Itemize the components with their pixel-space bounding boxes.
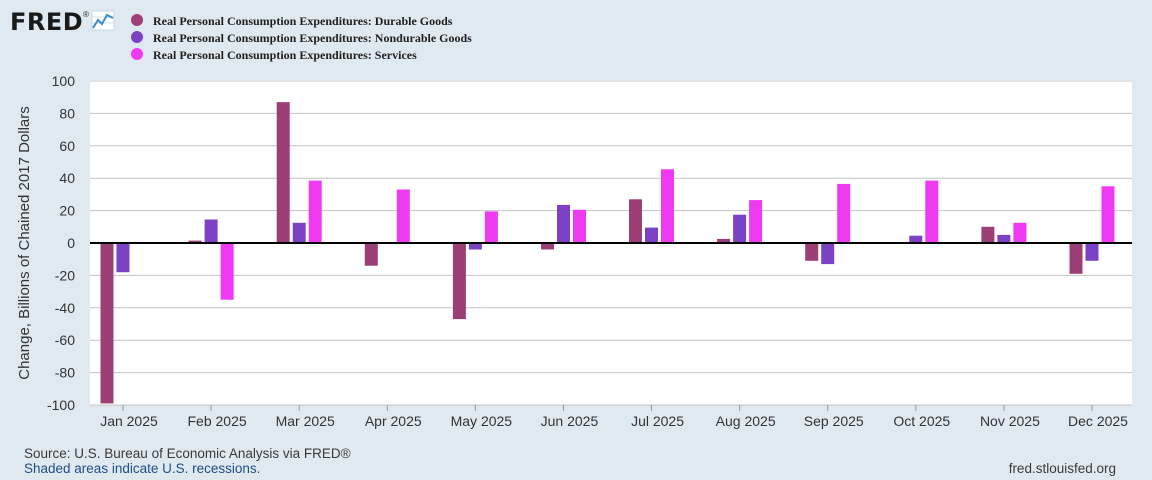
site-link[interactable]: fred.stlouisfed.org: [1009, 461, 1116, 476]
bar: [188, 240, 202, 243]
bar: [717, 238, 731, 243]
x-tick-label: Jun 2025: [541, 413, 599, 429]
bar: [292, 222, 306, 244]
x-tick-label: Nov 2025: [980, 413, 1040, 429]
gridlines: [90, 80, 1132, 406]
bar: [396, 189, 410, 243]
bar: [220, 243, 234, 300]
legend-marker-services: [131, 48, 143, 60]
x-tick-label: Apr 2025: [365, 413, 422, 429]
legend: Real Personal Consumption Expenditures: …: [131, 14, 472, 62]
bar: [837, 183, 851, 243]
y-tick-label: -40: [55, 300, 75, 316]
y-tick-label: 20: [59, 203, 75, 219]
bar: [925, 180, 939, 243]
bar: [116, 243, 130, 273]
bars: [100, 102, 1115, 404]
x-tick-label: Jul 2025: [631, 413, 684, 429]
x-tick-label: Oct 2025: [893, 413, 950, 429]
x-tick-label: Aug 2025: [716, 413, 776, 429]
bar: [541, 243, 554, 250]
bar: [981, 226, 995, 243]
legend-marker-nondurable-goods: [131, 31, 143, 43]
y-axis-title: Change, Billions of Chained 2017 Dollars: [16, 106, 33, 380]
bar: [749, 200, 763, 243]
bar: [821, 243, 835, 265]
x-axis-ticks: Jan 2025 Feb 2025 Mar 2025 Apr 2025 May 2025…: [100, 405, 1128, 429]
bar: [573, 209, 586, 243]
bar: [1069, 243, 1083, 274]
bar: [468, 243, 482, 250]
bar: [805, 243, 819, 261]
bar: [557, 204, 570, 243]
y-tick-label: -20: [55, 267, 75, 283]
legend-item-nondurable-goods[interactable]: Real Personal Consumption Expenditures: …: [131, 31, 472, 45]
x-tick-label: Dec 2025: [1068, 413, 1128, 429]
registered-mark: ®: [83, 10, 89, 19]
fred-chart-icon: [91, 10, 115, 31]
y-tick-label: 80: [59, 105, 75, 121]
bar: [100, 243, 114, 404]
legend-item-durable-goods[interactable]: Real Personal Consumption Expenditures: …: [131, 14, 453, 28]
x-tick-label: Mar 2025: [276, 413, 335, 429]
bar: [204, 219, 218, 243]
bar: [452, 243, 466, 320]
bar: [364, 243, 378, 266]
bar: [1101, 186, 1115, 243]
y-tick-label: 100: [52, 73, 76, 89]
bar: [308, 180, 322, 243]
y-tick-label: 60: [59, 138, 75, 154]
legend-label-services: Real Personal Consumption Expenditures: …: [153, 48, 417, 62]
bar: [1013, 222, 1027, 244]
bar: [909, 235, 923, 243]
y-tick-label: 40: [59, 170, 75, 186]
legend-label-durable-goods: Real Personal Consumption Expenditures: …: [153, 14, 453, 28]
bar: [629, 199, 642, 243]
legend-marker-durable-goods: [131, 14, 143, 26]
bar: [484, 211, 498, 243]
bar: [276, 102, 290, 243]
y-tick-label: -100: [47, 397, 75, 413]
x-tick-label: May 2025: [451, 413, 513, 429]
legend-item-services[interactable]: Real Personal Consumption Expenditures: …: [131, 48, 417, 62]
y-tick-label: 0: [67, 235, 75, 251]
fred-logo[interactable]: FRED ®: [10, 8, 115, 36]
y-tick-label: -80: [55, 365, 75, 381]
x-tick-label: Feb 2025: [188, 413, 247, 429]
bar: [661, 169, 674, 243]
recession-note: Shaded areas indicate U.S. recessions.: [24, 461, 260, 476]
bar: [997, 234, 1011, 243]
legend-label-nondurable-goods: Real Personal Consumption Expenditures: …: [153, 31, 472, 45]
bar: [1085, 243, 1099, 261]
source-note[interactable]: Source: U.S. Bureau of Economic Analysis…: [24, 446, 351, 461]
bar: [733, 214, 747, 243]
x-tick-label: Jan 2025: [100, 413, 158, 429]
bar: [645, 227, 658, 243]
y-axis-ticks: 100 80 60 40 20 0 -20 -40 -60 -80 -100: [47, 73, 75, 413]
fred-logo-text: FRED: [10, 8, 83, 36]
y-tick-label: -60: [55, 332, 75, 348]
x-tick-label: Sep 2025: [804, 413, 864, 429]
